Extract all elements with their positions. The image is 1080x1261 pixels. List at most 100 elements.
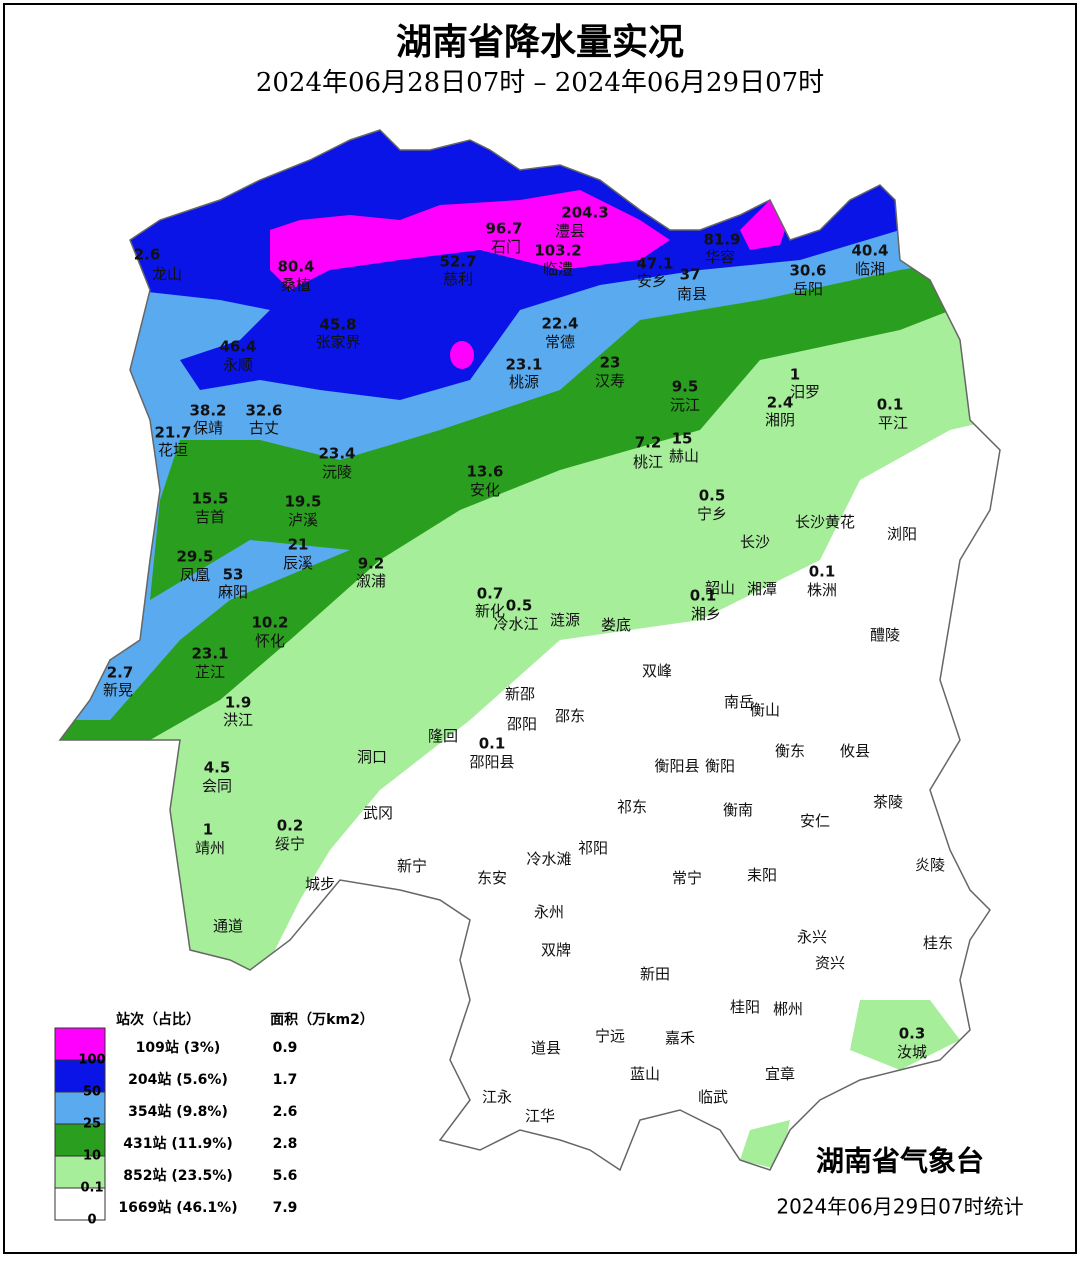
legend-area: 7.9 (273, 1200, 298, 1216)
place-name: 祁东 (617, 798, 647, 816)
legend-label: 354站 (9.8%) (128, 1103, 228, 1120)
place-name: 衡南 (723, 801, 753, 819)
station-value: 1.9 (225, 694, 252, 712)
station-name: 沅陵 (322, 463, 352, 481)
station-value: 53 (223, 566, 244, 584)
station-name: 古丈 (249, 419, 279, 437)
station-name: 芷江 (195, 663, 225, 681)
station-value: 0.5 (506, 597, 533, 615)
station-value: 7.2 (635, 434, 662, 452)
place-name: 洞口 (357, 748, 387, 766)
station-name: 邵阳县 (469, 753, 514, 771)
station-value: 0.3 (899, 1025, 926, 1043)
agency: 湖南省气象台 (816, 1145, 984, 1178)
legend-threshold: 100 (78, 1053, 105, 1068)
place-name: 南岳 (724, 693, 754, 711)
stamp: 2024年06月29日07时统计 (776, 1195, 1023, 1219)
station-name: 花垣 (158, 441, 188, 459)
place-name: 常宁 (672, 869, 702, 887)
station-value: 1 (203, 821, 213, 839)
station-value: 47.1 (636, 255, 673, 273)
place-name: 长沙黄花 (795, 513, 855, 531)
place-name: 江永 (482, 1088, 512, 1106)
station-value: 2.4 (767, 394, 794, 412)
station-value: 19.5 (284, 493, 321, 511)
station-value: 21.7 (154, 424, 191, 442)
legend-area: 0.9 (273, 1040, 298, 1056)
station-value: 15 (672, 430, 693, 448)
legend-threshold: 50 (83, 1085, 101, 1100)
place-name: 衡山 (750, 701, 780, 719)
legend-count-title: 站次（占比） (116, 1011, 200, 1028)
station-value: 2.6 (134, 246, 161, 264)
station-name: 安化 (470, 481, 500, 499)
station-name: 岳阳 (793, 280, 823, 298)
station-name: 湘乡 (691, 605, 721, 623)
place-name: 涟源 (550, 611, 580, 629)
station-name: 永顺 (223, 356, 253, 374)
station-name: 新化 (475, 602, 505, 620)
legend-area: 1.7 (273, 1072, 298, 1088)
station-value: 22.4 (541, 315, 578, 333)
station-value: 23.1 (191, 645, 228, 663)
station-name: 临湘 (855, 260, 885, 278)
station-name: 怀化 (255, 632, 285, 650)
place-name: 冷水滩 (526, 850, 571, 868)
legend-threshold: 0 (87, 1213, 96, 1228)
place-name: 醴陵 (870, 626, 900, 644)
place-name: 炎陵 (915, 856, 945, 874)
legend-label: 852站 (23.5%) (123, 1167, 232, 1184)
station-value: 21 (288, 536, 309, 554)
place-name: 道县 (531, 1039, 561, 1057)
station-value: 38.2 (189, 402, 226, 420)
place-name: 新邵 (505, 685, 535, 703)
place-name: 东安 (477, 869, 507, 887)
station-name: 常德 (545, 333, 575, 351)
place-name: 祁阳 (578, 839, 608, 857)
station-name: 平江 (878, 414, 908, 432)
station-name: 凤凰 (180, 566, 210, 584)
place-name: 衡阳县 (654, 757, 699, 775)
station-name: 汉寿 (595, 372, 625, 390)
station-name: 洪江 (223, 711, 253, 729)
station-value: 45.8 (319, 316, 356, 334)
station-value: 40.4 (851, 242, 888, 260)
station-value: 23.1 (505, 356, 542, 374)
station-value: 103.2 (534, 242, 581, 260)
station-value: 0.2 (277, 817, 304, 835)
station-value: 0.7 (477, 585, 504, 603)
station-name: 华容 (705, 248, 735, 266)
station-name: 新晃 (103, 681, 133, 699)
station-name: 会同 (202, 777, 232, 795)
station-value: 9.5 (672, 378, 699, 396)
station-name: 湘阴 (765, 411, 795, 429)
subtitle: 2024年06月28日07时 – 2024年06月29日07时 (256, 68, 824, 98)
place-name: 茶陵 (873, 793, 903, 811)
legend-label: 204站 (5.6%) (128, 1071, 228, 1088)
station-value: 96.7 (485, 220, 522, 238)
station-name: 桑植 (281, 276, 311, 294)
station-name: 冷水江 (493, 615, 538, 633)
place-name: 新宁 (397, 857, 427, 875)
station-value: 30.6 (789, 262, 826, 280)
station-name: 桃源 (509, 373, 539, 391)
station-value: 13.6 (466, 463, 503, 481)
station-value: 0.1 (877, 396, 904, 414)
station-name: 保靖 (193, 419, 223, 437)
station-name: 澧县 (555, 222, 585, 240)
station-value: 1 (790, 366, 800, 384)
station-name: 石门 (491, 238, 521, 256)
legend-label: 431站 (11.9%) (123, 1135, 232, 1152)
place-name: 衡东 (775, 742, 805, 760)
place-name: 蓝山 (630, 1065, 660, 1083)
place-name: 嘉禾 (665, 1029, 695, 1047)
station-value: 32.6 (245, 402, 282, 420)
station-value: 37 (680, 266, 701, 284)
legend-swatch (54, 1155, 106, 1189)
place-name: 永兴 (797, 928, 827, 946)
station-value: 23 (600, 354, 621, 372)
place-name: 隆回 (428, 727, 458, 745)
station-name: 泸溪 (288, 511, 318, 529)
